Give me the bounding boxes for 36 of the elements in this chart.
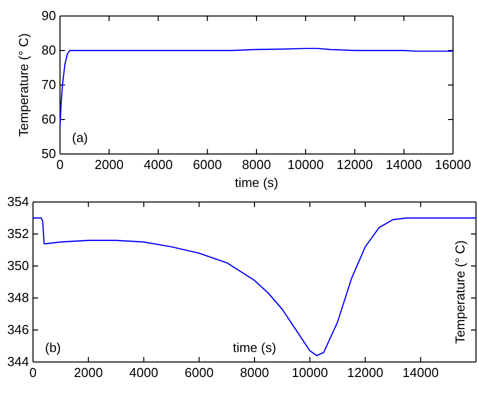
y-tick-label: 350 [7,258,29,274]
y-axis-title: Temperature (° C) [452,240,468,344]
y-tick-label: 90 [42,8,56,24]
y-tick-label: 50 [42,146,56,162]
x-tick-label: 12000 [347,365,384,380]
y-tick-label: 348 [7,290,29,306]
x-tick-label: 4000 [144,157,173,172]
x-tick-label: 0 [29,365,37,380]
line-series [32,217,477,356]
y-tick-label: 346 [7,322,29,338]
x-tick-label: 14000 [386,157,422,172]
y-axis-title: Temperature (° C) [16,33,31,137]
line-series [59,48,454,127]
annotation: (a) [72,130,88,145]
x-tick-label: 4000 [129,365,158,380]
x-tick-label: 8000 [240,365,269,380]
x-tick-label: 6000 [192,157,222,172]
x-tick-label: 8000 [242,157,271,172]
x-tick-label: 14000 [402,365,439,380]
x-tick-label: 2000 [74,365,103,380]
annotation: (b) [45,340,61,355]
y-tick-label: 344 [7,354,29,370]
x-axis-title: time (s) [232,340,276,355]
x-tick-label: 0 [56,157,64,172]
x-tick-label: 12000 [336,157,373,172]
x-axis-title: time (s) [234,175,278,190]
x-tick-label: 10000 [288,157,324,172]
y-tick-label: 354 [7,194,29,210]
x-tick-label: 6000 [184,365,214,380]
x-tick-label: 10000 [292,365,328,380]
y-tick-label: 80 [42,42,56,58]
y-tick-label: 70 [42,77,56,92]
y-tick-label: 352 [7,226,29,242]
x-tick-label: 16000 [434,157,472,172]
x-tick-label: 2000 [94,157,124,172]
y-tick-label: 60 [42,112,56,127]
